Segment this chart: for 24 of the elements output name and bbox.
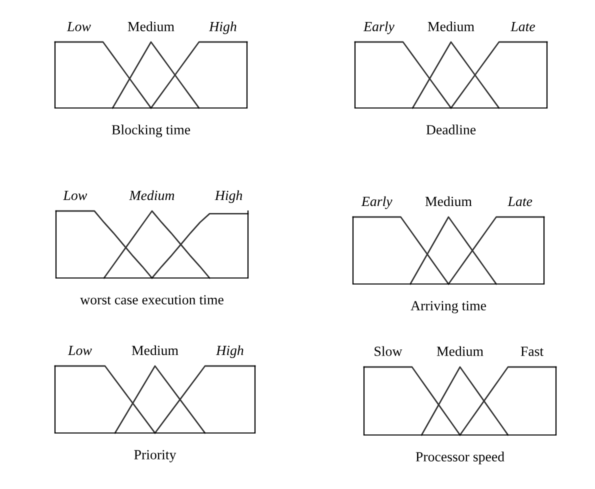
series-label: Medium: [128, 21, 174, 32]
series-label: Medium: [129, 190, 174, 200]
series-label: High: [216, 345, 244, 358]
series-label: Medium: [425, 196, 472, 206]
series-label: Low: [68, 346, 92, 356]
series-label: Slow: [374, 346, 402, 356]
series-label: Medium: [428, 21, 474, 32]
series-label: Late: [510, 22, 536, 32]
x-axis-title: Blocking time: [112, 124, 190, 138]
series-label: Medium: [436, 346, 484, 356]
series-label: Low: [66, 22, 91, 32]
x-axis-title: Processor speed: [416, 452, 504, 464]
series-label: Medium: [132, 345, 178, 356]
x-axis-title: worst case execution time: [80, 295, 224, 304]
x-axis-title: Priority: [134, 450, 176, 462]
x-axis-title: Arriving time: [410, 301, 486, 314]
series-label: Early: [363, 21, 394, 34]
series-label: Late: [508, 196, 532, 206]
series-label: High: [214, 190, 242, 203]
series-label: Early: [361, 196, 392, 209]
series-label: Low: [63, 190, 88, 200]
x-axis-title: Deadline: [426, 124, 476, 134]
series-label: Fast: [520, 346, 544, 356]
series-label: High: [208, 21, 236, 34]
